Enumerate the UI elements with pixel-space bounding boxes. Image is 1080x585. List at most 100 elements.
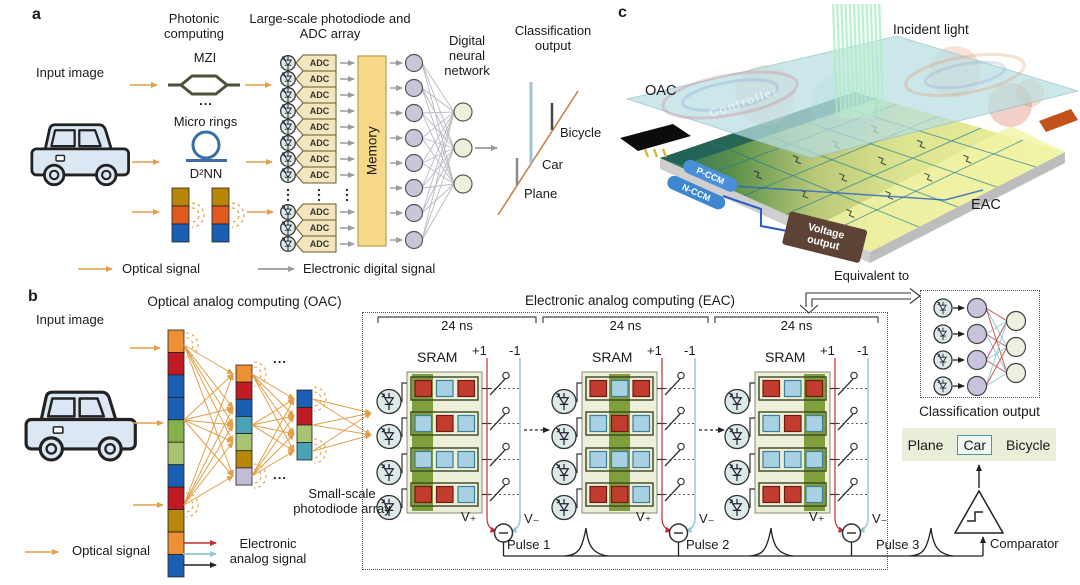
sram-active-column (609, 374, 630, 511)
svg-text:ADC: ADC (310, 122, 330, 132)
plus-one-label: +1 (820, 343, 835, 358)
oac-title-b: Optical analog computing (OAC) (147, 294, 342, 309)
circuit-glyph (963, 154, 972, 164)
sram-cell (783, 485, 802, 504)
switch-arm (664, 484, 681, 502)
dots-b-bottom: ... (273, 467, 287, 482)
svg-text:ADC: ADC (310, 207, 330, 217)
light-beam (874, 3, 880, 117)
comparator-label: Comparator (990, 536, 1059, 551)
mzi-label: MZI (193, 50, 217, 65)
photonic-computing-title: Photonic computing (164, 11, 224, 41)
sram-cell (632, 379, 651, 398)
time-slot-label: 24 ns (609, 318, 642, 333)
micro-ring-icon (191, 130, 221, 160)
oac-layer3-cell (296, 407, 313, 426)
light-beam (832, 3, 838, 117)
equivalent-to-label: Equivalent to (834, 268, 910, 283)
sram-row (585, 376, 654, 401)
panel-b-diagram (24, 288, 1027, 578)
panel-a-diagram: ADC ADC ADC ADC ADC ADC ADC ADC ADC ADC ADC (30, 53, 579, 272)
switch-pivot (502, 442, 510, 451)
minus-one-label: -1 (857, 343, 869, 358)
adc-tag (295, 219, 337, 237)
voltage-wire (722, 195, 799, 234)
photodiode-icon (281, 136, 293, 150)
light-beam (857, 3, 864, 117)
sram-row (585, 447, 654, 472)
dots-b-top: ... (273, 351, 287, 366)
sram-row (410, 482, 479, 507)
photodiode-icon (555, 392, 570, 411)
legend-optical-a: Optical signal (122, 261, 201, 276)
oac-layer2-cell (235, 381, 253, 400)
d2nn-layer-cell (211, 187, 230, 207)
sram-cell (632, 485, 651, 504)
d2nn-layer-cell (171, 205, 190, 225)
v-plus-label: V₊ (461, 509, 477, 524)
class-axis-line (497, 90, 579, 216)
d2nn-layer-cell (171, 223, 190, 243)
photodiode-icon (728, 392, 743, 411)
oac-layer1-cell (167, 396, 185, 421)
photodiode-array-caption: Small-scale photodiode array (293, 486, 391, 516)
sram-row (410, 376, 479, 401)
pulse-label: Pulse 2 (686, 537, 730, 552)
sram-row (758, 376, 827, 401)
sram-cell (610, 485, 629, 504)
switch-arm (664, 449, 681, 467)
panel-a-label: a (32, 6, 41, 23)
photodiode-icon (281, 72, 293, 86)
photodiode-icon (281, 120, 293, 134)
sram-row (585, 482, 654, 507)
photodiode-icon (728, 427, 743, 446)
sram-cell (589, 485, 608, 504)
sram-cell (762, 414, 781, 433)
switch-arm (664, 378, 681, 396)
oac-layer3-cell (296, 442, 313, 461)
sram-cell (783, 379, 802, 398)
oac-layer1-cell (167, 419, 185, 443)
switch-pivot (677, 406, 685, 415)
oac-layer2-cell (235, 416, 253, 434)
nn-input-node (404, 53, 424, 73)
time-slot-label: 24 ns (441, 318, 473, 333)
photodiode-icon (937, 301, 947, 315)
svg-text:ADC: ADC (310, 90, 330, 100)
dots-a: ... (199, 93, 213, 108)
nn-output-node (453, 102, 473, 122)
sram-cell (457, 414, 476, 433)
nn-input-node (404, 78, 424, 98)
oac-layer2-cell (235, 450, 253, 469)
photodiode-icon (555, 498, 570, 517)
connector-block (620, 124, 691, 151)
photodiode-icon (380, 498, 395, 517)
light-beam (878, 3, 885, 117)
legend-electronic-digital-a: Electronic digital signal (303, 261, 436, 276)
sram-cell (457, 379, 476, 398)
light-beam (861, 3, 868, 117)
plus-one-label: +1 (472, 343, 487, 358)
sram-cell (805, 414, 824, 433)
adc-tag (295, 203, 337, 221)
eq-nn-output-node (1005, 362, 1027, 384)
switch-arm (489, 449, 506, 467)
photodiode-icon (380, 463, 395, 482)
sram-label: SRAM (765, 349, 806, 365)
photodiode-icon (555, 427, 570, 446)
nn-input-node (404, 128, 424, 148)
digital-nn-title: Digital neural network (444, 33, 490, 78)
class-car-a: Car (542, 157, 563, 172)
switch-pivot (677, 477, 685, 486)
nn-input-node (404, 103, 424, 123)
oac-layer2-cell (235, 433, 253, 452)
switch-arm (837, 449, 854, 467)
adc-tag (295, 134, 337, 152)
eq-nn-output-node (1005, 310, 1027, 332)
photodiode-icon (281, 168, 293, 182)
switch-arm (837, 413, 854, 431)
class-plane-a: Plane (524, 186, 558, 201)
switch-pivot (850, 371, 858, 380)
sram-active-column (412, 374, 433, 511)
svg-text:ADC: ADC (310, 170, 330, 180)
